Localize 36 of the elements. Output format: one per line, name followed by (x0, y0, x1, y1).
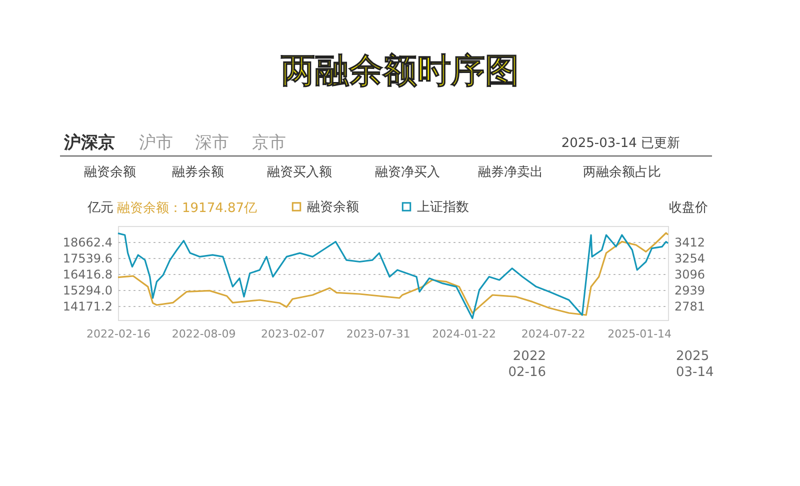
text: 融资净买入 (375, 165, 440, 180)
y-axis-title: 亿元 (86, 200, 114, 216)
text: 沪深京 (63, 133, 115, 153)
text: 融资余额：19174.87亿 (117, 201, 258, 216)
text: 融券净卖出 (478, 165, 543, 180)
y2-tick-label: 3254 (674, 252, 706, 266)
y-tick-label: 18662.4 (62, 236, 112, 250)
y-tick-label: 17539.6 (62, 252, 112, 266)
x-tick-label: 2023-07-31 (346, 328, 410, 340)
chart-title: 两融余额时序图 (280, 51, 519, 91)
y2-tick-label: 2939 (674, 283, 706, 298)
y-tick-label: 15294.0 (62, 284, 112, 298)
x-tick-label: 2024-07-22 (521, 328, 586, 340)
text: 融资买入额 (267, 165, 332, 180)
text: 沪市 (139, 133, 173, 153)
y2-tick-label: 3412 (674, 236, 706, 250)
x-tick-label: 2025-01-14 (608, 328, 672, 340)
text: 2025-03-14 已更新 (561, 136, 680, 151)
text: 2022 02-16 (508, 349, 546, 380)
y-tick-label: 14171.2 (62, 300, 112, 314)
x-tick-label: 2022-08-09 (172, 328, 236, 340)
legend-label: 融资余额 (307, 200, 359, 215)
y2-tick-label: 3096 (674, 268, 706, 282)
text: 两融余额占比 (583, 165, 661, 180)
x-tick-label: 2024-01-22 (432, 328, 496, 340)
y2-axis-title: 收盘价 (669, 200, 708, 216)
legend-label: 上证指数 (417, 200, 469, 215)
y2-tick-label: 2781 (674, 299, 706, 314)
x-tick-label: 2023-02-07 (261, 328, 325, 340)
text: 融资余额 (84, 165, 136, 180)
text: 2025 03-14 (676, 349, 714, 380)
x-tick-label: 2022-02-16 (86, 328, 150, 340)
text: 融券余额 (172, 165, 224, 180)
text: 京市 (252, 133, 286, 153)
y-tick-label: 16416.8 (62, 268, 112, 282)
text: 深市 (195, 133, 229, 153)
